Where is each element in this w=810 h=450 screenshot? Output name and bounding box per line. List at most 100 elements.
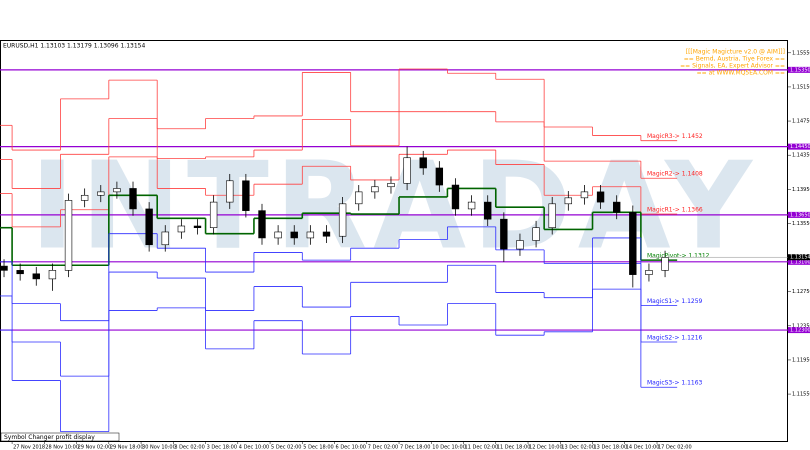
level-tag	[788, 143, 810, 150]
y-tick-label: 1.13550	[792, 221, 810, 227]
candle-body	[564, 197, 573, 205]
candle-body	[500, 218, 508, 250]
candle-body	[80, 194, 89, 201]
y-tick-label: 1.15150	[792, 84, 810, 90]
candle-body	[209, 201, 218, 229]
magic-label: MagicS3-> 1.1163	[647, 380, 703, 387]
candle-body	[306, 231, 315, 239]
magic-label: MagicS1-> 1.1259	[647, 298, 703, 305]
y-tick-label: 1.12350	[792, 323, 810, 329]
y-tick-label: 1.12750	[792, 289, 810, 295]
magic-label: MagicR2-> 1.1408	[647, 171, 703, 178]
level-tag	[788, 211, 810, 218]
candle-body	[338, 203, 347, 237]
candle-body	[467, 201, 476, 210]
candle-body	[484, 201, 492, 220]
level-tag	[788, 66, 810, 73]
candle-body	[645, 270, 653, 275]
candle-body	[403, 157, 411, 184]
x-tick-label: 6 Dec 10:00	[336, 445, 366, 450]
info-line: == at WWW.MQ5EA.COM ==	[697, 70, 785, 77]
candle-body	[16, 270, 24, 275]
y-tick-label: 1.11950	[792, 357, 810, 363]
y-tick-label: 1.14350	[792, 153, 810, 159]
symbol-header: EURUSD,H1 1.13103 1.13179 1.13096 1.1315…	[3, 43, 145, 50]
x-tick-label: 13 Dec 18:00	[594, 445, 628, 450]
x-tick-label: 7 Dec 02:00	[368, 445, 398, 450]
candle-body	[242, 180, 250, 211]
candle-body	[516, 240, 524, 250]
current-price-tag	[788, 254, 810, 261]
candle-body	[113, 188, 121, 193]
candle-body	[629, 212, 637, 275]
candle-body	[161, 231, 169, 246]
x-tick-label: 3 Dec 18:00	[207, 445, 237, 450]
candle-body	[64, 200, 73, 271]
footer-note: Symbol Changer profit display	[4, 434, 95, 441]
footer-box	[0, 432, 120, 442]
x-tick-label: 30 Nov 10:00	[142, 445, 176, 450]
x-tick-label: 10 Dec 10:00	[432, 445, 466, 450]
magic-label: MagicPivot-> 1.1312	[647, 253, 710, 260]
magic-label: MagicS2-> 1.1216	[647, 335, 703, 342]
candle-body	[129, 188, 137, 210]
x-tick-label: 5 Dec 02:00	[271, 445, 301, 450]
candle-body	[177, 225, 186, 233]
x-tick-label: 3 Dec 02:00	[174, 445, 204, 450]
level-tag-label: 1.13650	[790, 212, 810, 218]
level-tag	[788, 327, 810, 334]
price-axis-bg	[788, 40, 810, 442]
info-line: == Bernd, Austria, Tiye Forex ==	[684, 56, 785, 63]
candle-body	[613, 201, 621, 213]
candle-body	[0, 265, 8, 271]
main-layer	[0, 68, 678, 433]
y-tick-label: 1.11550	[792, 392, 810, 398]
candle-body	[322, 231, 331, 237]
candle-body	[258, 210, 266, 239]
x-tick-label: 27 Nov 2018	[13, 445, 45, 450]
x-tick-label: 14 Dec 10:00	[626, 445, 660, 450]
candle-body	[419, 157, 427, 169]
level-tag-label: 1.13100	[790, 259, 810, 265]
x-tick-label: 11 Dec 02:00	[465, 445, 499, 450]
level-tag	[788, 258, 810, 265]
y-tick-label: 1.15550	[792, 50, 810, 56]
y-tick-label: 1.14750	[792, 119, 810, 125]
candle-body	[32, 273, 40, 280]
info-line: == Signals, EA, Expert Advisor ==	[680, 63, 785, 70]
x-tick-label: 29 Nov 18:00	[110, 445, 144, 450]
candle-body	[387, 183, 395, 188]
magic-label: MagicR3-> 1.1452	[647, 133, 703, 140]
candle-body	[145, 208, 153, 246]
candle-body	[532, 227, 540, 241]
candle-body	[661, 257, 669, 271]
candle-body	[355, 191, 363, 205]
current-price-label: 1.13154	[790, 255, 810, 261]
x-tick-label: 12 Dec 10:00	[529, 445, 563, 450]
x-tick-label: 13 Dec 02:00	[561, 445, 595, 450]
candle-body	[580, 191, 589, 199]
candle-body	[371, 186, 379, 193]
candle-body	[97, 191, 105, 196]
info-line: [[[Magic Magicture v2.0 @ AIM]]]	[686, 49, 785, 56]
x-tick-label: 11 Dec 18:00	[497, 445, 531, 450]
level-tag-label: 1.14450	[790, 144, 810, 150]
candle-body	[226, 180, 234, 203]
x-tick-label: 7 Dec 18:00	[400, 445, 430, 450]
y-tick-label: 1.13950	[792, 187, 810, 193]
candle-body	[548, 203, 556, 229]
x-tick-label: 28 Nov 10:00	[45, 445, 79, 450]
x-tick-label: 17 Dec 02:00	[658, 445, 692, 450]
magic-label: MagicR1-> 1.1366	[647, 207, 703, 214]
plot-frame	[0, 40, 788, 442]
candle-body	[596, 191, 605, 203]
level-tag-label: 1.15350	[790, 67, 810, 73]
candle-body	[451, 184, 460, 210]
x-tick-label: 29 Nov 02:00	[78, 445, 112, 450]
x-tick-label: 4 Dec 10:00	[239, 445, 269, 450]
x-tick-label: 5 Dec 18:00	[303, 445, 333, 450]
candle-body	[290, 231, 298, 239]
candle-body	[48, 270, 57, 280]
level-tag-label: 1.12300	[790, 328, 810, 334]
